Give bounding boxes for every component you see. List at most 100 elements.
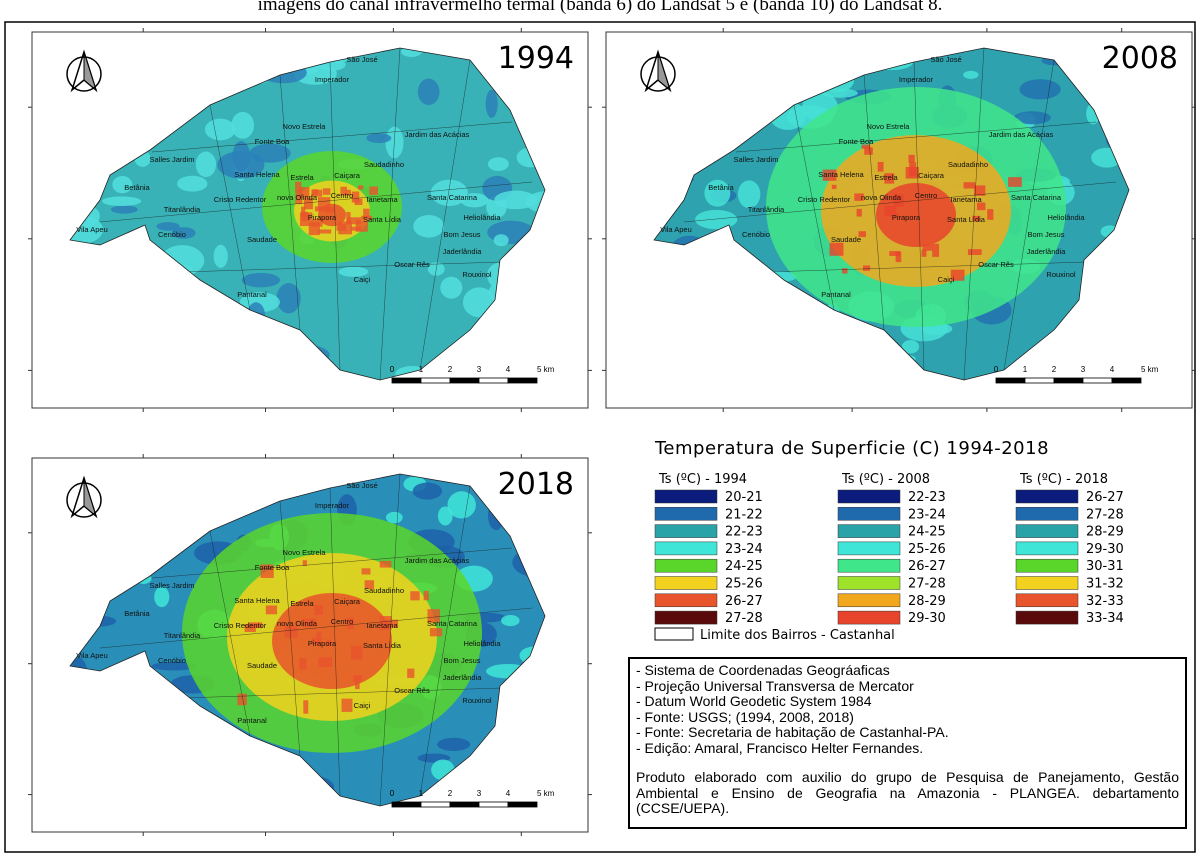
note-line: - Edição: Amaral, Francisco Helter Ferna… xyxy=(636,741,1179,757)
raster-patch xyxy=(249,144,290,163)
raster-patch xyxy=(196,152,216,178)
notes-box: - Sistema de Coordenadas Geográaficas- P… xyxy=(628,657,1187,829)
neighborhood-label: Centro xyxy=(915,191,938,200)
scale-segment xyxy=(450,378,479,383)
neighborhood-label: Pantanal xyxy=(237,290,267,299)
neighborhood-label: Jardim das Acácias xyxy=(405,130,470,139)
scale-label: 5 km xyxy=(537,789,555,798)
neighborhood-label: Santa Helena xyxy=(234,596,280,605)
neighborhood-label: Heliolândia xyxy=(463,213,501,222)
neighborhood-label: Caiçara xyxy=(334,171,361,180)
scale-label: 5 km xyxy=(537,365,555,374)
legend-label: 27-28 xyxy=(725,611,763,626)
neighborhood-label: Santa Helena xyxy=(234,170,280,179)
neighborhood-label: Cristo Redentor xyxy=(798,195,851,204)
neighborhood-label: Salles Jardim xyxy=(149,581,194,590)
heat-spot xyxy=(351,646,362,660)
neighborhood-label: Pantanal xyxy=(821,290,851,299)
raster-patch xyxy=(366,133,391,143)
raster-patch xyxy=(177,176,207,192)
heat-spot xyxy=(922,250,927,257)
raster-patch xyxy=(1019,79,1060,99)
legend-swatch xyxy=(838,577,900,590)
raster-patch xyxy=(413,215,444,238)
neighborhood-label: Saudade xyxy=(247,661,277,670)
neighborhood-label: Imperador xyxy=(315,75,350,84)
neighborhood-label: Jaderlândia xyxy=(443,673,483,682)
neighborhood-label: Saudade xyxy=(831,235,861,244)
neighborhood-label: Caiçi xyxy=(354,275,371,284)
scale-label: 4 xyxy=(1110,365,1115,374)
heat-spot xyxy=(380,561,392,568)
neighborhood-label: Oscar Rês xyxy=(394,686,430,695)
scale-label: 4 xyxy=(506,789,511,798)
neighborhood-label: Cenóbio xyxy=(158,230,186,239)
legend-swatch xyxy=(838,594,900,607)
heat-spot xyxy=(309,222,320,235)
heat-spot xyxy=(863,265,870,270)
raster-patch xyxy=(386,512,403,523)
neighborhood-label: Cristo Redentor xyxy=(214,195,267,204)
map-panel: São JoséImperadorNovo EstrelaFonte BoaSa… xyxy=(28,454,592,836)
neighborhood-label: Vila Apeu xyxy=(76,651,108,660)
neighborhood-label: Bom Jesus xyxy=(443,230,480,239)
scale-label: 1 xyxy=(1023,365,1028,374)
heat-spot xyxy=(410,591,419,600)
legend-swatch xyxy=(1016,525,1078,538)
neighborhood-label: Caiçi xyxy=(938,275,955,284)
scale-label: 2 xyxy=(1052,365,1057,374)
neighborhood-label: Ianetama xyxy=(366,621,398,630)
neighborhood-label: Fonte Boa xyxy=(255,137,290,146)
heat-spot xyxy=(314,605,322,615)
neighborhood-label: Rouxinol xyxy=(462,696,492,705)
heat-spot xyxy=(889,251,900,256)
map-panel: São JoséImperadorNovo EstrelaFonte BoaSa… xyxy=(602,28,1196,412)
neighborhood-label: Titanlândia xyxy=(164,631,201,640)
raster-patch xyxy=(963,71,978,79)
neighborhood-label: Santa Lídia xyxy=(363,215,402,224)
neighborhood-label: Caiçara xyxy=(918,171,945,180)
legend-label: 28-29 xyxy=(908,594,946,609)
neighborhood-label: Santa Lídia xyxy=(363,641,402,650)
scale-segment xyxy=(421,378,450,383)
legend-label: 28-29 xyxy=(1086,525,1124,540)
neighborhood-label: Vila Apeu xyxy=(76,225,108,234)
neighborhood-label: Cristo Redentor xyxy=(214,621,267,630)
neighborhood-label: nova Olinda xyxy=(861,193,902,202)
heat-spot xyxy=(424,591,429,600)
neighborhood-label: Bom Jesus xyxy=(443,656,480,665)
legend-label: 30-31 xyxy=(1086,559,1124,574)
neighborhood-label: Vila Apeu xyxy=(660,225,692,234)
neighborhood-label: Oscar Rês xyxy=(978,260,1014,269)
heat-spot xyxy=(358,185,363,189)
neighborhood-label: Saudadinho xyxy=(948,160,988,169)
neighborhood-label: Novo Estrela xyxy=(867,122,911,131)
scale-label: 5 km xyxy=(1141,365,1159,374)
legend-swatch xyxy=(838,490,900,503)
heat-spot xyxy=(878,162,884,172)
legend-label: 20-21 xyxy=(725,490,763,505)
neighborhood-label: Imperador xyxy=(899,75,934,84)
neighborhood-label: Saudadinho xyxy=(364,160,404,169)
legend-swatch xyxy=(1016,611,1078,624)
neighborhood-label: Salles Jardim xyxy=(149,155,194,164)
neighborhood-label: Salles Jardim xyxy=(733,155,778,164)
neighborhood-label: Heliolândia xyxy=(463,639,501,648)
raster-patch xyxy=(440,277,462,299)
legend-label: 25-26 xyxy=(908,542,946,557)
heat-spot xyxy=(362,568,371,574)
neighborhood-label: Santa Catarina xyxy=(427,193,478,202)
neighborhood-label: Novo Estrela xyxy=(283,548,327,557)
neighborhood-label: Cenóbio xyxy=(158,656,186,665)
legend-swatch xyxy=(655,542,717,555)
map-year: 1994 xyxy=(498,41,574,76)
map-panel: São JoséImperadorNovo EstrelaFonte BoaSa… xyxy=(28,28,592,412)
scale-segment xyxy=(508,802,537,807)
neighborhood-label: Jardim das Acácias xyxy=(405,556,470,565)
scale-label: 1 xyxy=(419,789,424,798)
neighborhood-label: Ianetama xyxy=(950,195,982,204)
neighborhood-label: Rouxinol xyxy=(462,270,492,279)
neighborhood-label: nova Olinda xyxy=(277,619,318,628)
page: imagens do canal infravermelho termal (b… xyxy=(0,0,1200,856)
heat-spot xyxy=(987,209,993,220)
